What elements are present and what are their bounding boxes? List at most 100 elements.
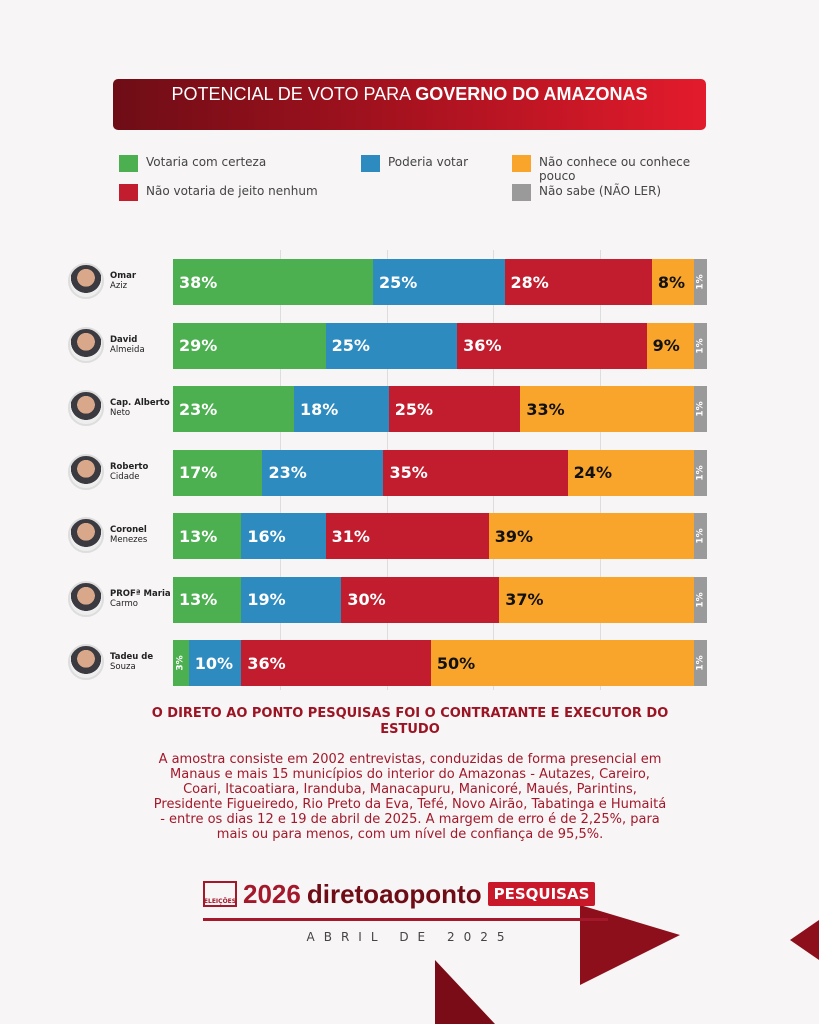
legend-label: Não conhece ou conhece pouco — [539, 155, 691, 183]
logo-brand: diretoaoponto — [306, 878, 482, 909]
bar-segment: 17% — [173, 449, 263, 496]
candidate-first-name: David — [110, 334, 138, 345]
chart-row: Omar Aziz 38% 25% 28% 8% 1% — [66, 259, 726, 305]
data-label: 25% — [378, 272, 418, 292]
bar-segment: 18% — [294, 386, 389, 432]
candidate-first-name: Cap. Alberto — [110, 398, 170, 408]
legend-item: Não votaria de jeito nenhum — [119, 184, 318, 201]
legend-label: Não sabe (NÃO LER) — [539, 184, 662, 198]
bar-segment: 1% — [693, 449, 707, 496]
chart-row: Roberto Cidade 17% 23% 35% 24% 1% — [66, 449, 726, 496]
legend-label: Votaria com certeza — [146, 155, 267, 169]
data-label: 1% — [695, 528, 706, 544]
candidate-last-name: Carmo — [110, 598, 138, 609]
bar-segment: 23% — [262, 449, 384, 496]
data-label: 25% — [394, 399, 434, 419]
candidate-first-name: PROFª Maria do — [110, 588, 186, 599]
survey-date: ABRIL DE 2025 — [306, 930, 514, 944]
data-label: 9% — [652, 336, 680, 355]
chart-row: Tadeu de Souza 3% 10% 36% 50% 1% — [66, 640, 726, 686]
data-label: 1% — [695, 274, 706, 290]
bar-segment: 10% — [188, 640, 242, 686]
data-label: 19% — [247, 590, 286, 609]
stacked-bar: 13% 16% 31% 39% 1% — [173, 513, 707, 559]
legend-item: Não conhece ou conhece pouco — [512, 155, 712, 183]
candidate-first-name: Roberto — [110, 461, 149, 472]
candidate-name: Roberto Cidade — [110, 462, 148, 482]
brand-logo: ELEIÇÕES 2026 diretoaoponto PESQUISAS — [203, 876, 608, 912]
bar-segment: 19% — [241, 576, 342, 623]
legend-swatch — [361, 155, 380, 172]
stacked-bar: 29% 25% 36% 9% 1% — [173, 322, 707, 369]
candidate-name: David Almeida — [110, 335, 145, 355]
bar-segment: 23% — [173, 386, 295, 432]
candidate-last-name: Souza — [110, 662, 136, 672]
data-label: 1% — [695, 464, 706, 481]
legend-label: Não votaria de jeito nenhum — [146, 184, 318, 198]
data-label: 37% — [505, 590, 544, 609]
candidate-name: PROFª Maria do Carmo — [110, 589, 185, 609]
bar-segment: 9% — [646, 322, 694, 369]
candidate-last-name: Cidade — [110, 471, 140, 482]
data-label: 23% — [179, 399, 218, 419]
legend-item: Poderia votar — [361, 155, 468, 172]
bar-segment: 37% — [499, 576, 694, 623]
bar-segment: 1% — [693, 640, 707, 686]
candidate-photo — [68, 580, 104, 617]
data-label: 30% — [347, 590, 386, 609]
candidate-last-name: Neto — [110, 408, 131, 418]
data-label: 17% — [179, 463, 218, 482]
decor-triangle — [435, 960, 495, 1024]
chart-row: Coronel Menezes 13% 16% 31% 39% 1% — [66, 513, 726, 559]
data-label: 25% — [331, 336, 370, 355]
candidate-photo — [68, 390, 104, 426]
data-label: 24% — [573, 463, 612, 482]
data-label: 1% — [695, 655, 706, 671]
data-label: 38% — [179, 272, 218, 292]
bar-segment: 30% — [341, 576, 500, 623]
data-label: 1% — [695, 591, 706, 608]
bar-segment: 36% — [457, 322, 647, 369]
bar-segment: 1% — [693, 259, 707, 305]
chart-row: PROFª Maria do Carmo 13% 19% 30% 37% 1% — [66, 576, 726, 623]
stacked-bar: 17% 23% 35% 24% 1% — [173, 449, 707, 496]
candidate-photo — [68, 644, 104, 680]
data-label: 29% — [179, 336, 218, 355]
bar-segment: 29% — [173, 322, 326, 369]
bar-segment: 25% — [325, 322, 458, 369]
bar-segment: 28% — [504, 259, 652, 305]
data-label: 10% — [194, 653, 234, 673]
stacked-bar: 38% 25% 28% 8% 1% — [173, 259, 707, 305]
title-bold: GOVERNO DO AMAZONAS — [415, 84, 648, 104]
candidate-name: Coronel Menezes — [110, 525, 147, 545]
bar-segment: 35% — [383, 449, 568, 496]
candidate-photo — [68, 517, 104, 553]
bar-segment: 13% — [173, 576, 242, 623]
ballot-box-icon: ELEIÇÕES — [203, 881, 237, 907]
candidate-first-name: Omar — [110, 271, 137, 281]
candidate-photo — [68, 326, 104, 363]
bar-segment: 13% — [173, 513, 242, 559]
data-label: 39% — [494, 526, 534, 546]
logo-year: 2026 — [243, 878, 301, 909]
bar-segment: 1% — [693, 576, 707, 623]
legend-swatch — [119, 155, 138, 172]
bar-segment: 1% — [693, 322, 707, 369]
bar-segment: 36% — [241, 640, 431, 686]
data-label: 31% — [331, 526, 370, 546]
data-label: 1% — [695, 401, 706, 417]
bar-segment: 24% — [567, 449, 694, 496]
divider — [203, 918, 608, 921]
legend-swatch — [512, 184, 531, 201]
legend-item: Não sabe (NÃO LER) — [512, 184, 661, 201]
candidate-last-name: Aziz — [110, 281, 128, 291]
footer-methodology: A amostra consiste em 2002 entrevistas, … — [153, 752, 667, 842]
bar-segment: 25% — [388, 386, 521, 432]
data-label: 18% — [300, 399, 339, 419]
candidate-name: Tadeu de Souza — [110, 652, 153, 672]
data-label: 36% — [463, 336, 502, 355]
bar-segment: 33% — [520, 386, 694, 432]
data-label: 16% — [247, 526, 286, 546]
candidate-photo — [68, 263, 104, 299]
bar-segment: 31% — [325, 513, 489, 559]
